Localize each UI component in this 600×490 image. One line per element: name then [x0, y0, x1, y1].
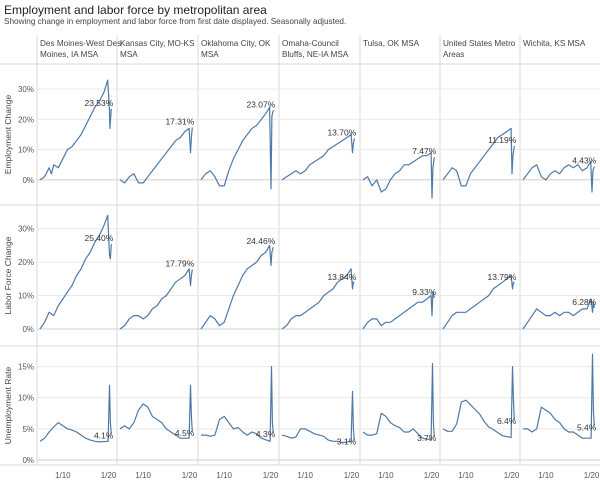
column-header: MSA — [201, 50, 219, 59]
end-value-label: 7.47% — [412, 146, 437, 156]
column-header: Des Moines-West Des — [40, 39, 121, 48]
series-line — [362, 362, 435, 441]
x-tick-label: 1/10 — [135, 471, 151, 480]
series-line — [201, 366, 274, 442]
column-header: Tulsa, OK MSA — [363, 39, 420, 48]
series-line — [119, 384, 193, 439]
y-tick-label: 10% — [18, 292, 34, 301]
y-tick-label: 0% — [22, 456, 34, 465]
y-tick-label: 10% — [18, 394, 34, 403]
end-value-label: 3.7% — [417, 433, 437, 443]
column-header: MSA — [120, 50, 138, 59]
end-value-label: 23.07% — [246, 99, 275, 109]
series-line — [281, 133, 355, 181]
series-line — [200, 244, 274, 330]
x-tick-label: 1/20 — [584, 471, 600, 480]
series-line — [362, 152, 435, 199]
end-value-label: 6.28% — [572, 297, 597, 307]
y-tick-label: 20% — [18, 258, 34, 267]
y-tick-label: 5% — [22, 425, 34, 434]
row-label: Unemployment Rate — [3, 366, 13, 444]
row-label: Employment Change — [3, 95, 13, 175]
x-tick-label: 1/10 — [297, 471, 313, 480]
series-line — [281, 390, 355, 444]
series-line — [522, 161, 595, 193]
series-line — [119, 127, 193, 184]
column-header: United States Metro — [443, 39, 516, 48]
end-value-label: 23.53% — [84, 98, 113, 108]
series-line — [39, 79, 112, 181]
column-header: Omaha-Council — [282, 39, 339, 48]
x-tick-label: 1/20 — [101, 471, 117, 480]
series-line — [442, 127, 515, 187]
series-line — [39, 384, 112, 443]
x-tick-label: 1/10 — [458, 471, 474, 480]
chart-subtitle: Showing change in employment and labor f… — [4, 17, 347, 26]
series-line — [522, 298, 595, 330]
series-line — [39, 214, 112, 330]
x-tick-label: 1/20 — [424, 471, 440, 480]
end-value-label: 4.1% — [94, 430, 114, 440]
end-value-label: 6.4% — [497, 416, 517, 426]
series-line — [442, 366, 515, 439]
end-value-label: 11.19% — [488, 135, 517, 145]
y-tick-label: 0% — [22, 325, 34, 334]
column-header: Bluffs, NE-IA MSA — [282, 50, 349, 59]
y-tick-label: 20% — [18, 115, 34, 124]
column-header: Oklahoma City, OK — [201, 39, 271, 48]
end-value-label: 13.84% — [327, 272, 356, 282]
series-line — [442, 274, 515, 330]
chart-title: Employment and labor force by metropolit… — [4, 3, 267, 17]
series-line — [281, 268, 355, 330]
end-value-label: 17.31% — [165, 117, 194, 127]
x-tick-label: 1/10 — [55, 471, 71, 480]
series-line — [119, 268, 193, 330]
end-value-label: 9.33% — [412, 287, 437, 297]
x-tick-label: 1/20 — [504, 471, 520, 480]
end-value-label: 13.70% — [327, 127, 356, 137]
x-tick-label: 1/20 — [182, 471, 198, 480]
row-label: Labor Force Change — [3, 236, 13, 314]
end-value-label: 13.79% — [487, 272, 516, 282]
end-value-label: 4.43% — [572, 156, 597, 166]
y-tick-label: 10% — [18, 146, 34, 155]
column-header: Moines, IA MSA — [40, 50, 99, 59]
x-tick-label: 1/20 — [344, 471, 360, 480]
x-tick-label: 1/10 — [538, 471, 554, 480]
end-value-label: 25.40% — [84, 233, 113, 243]
x-tick-label: 1/20 — [263, 471, 279, 480]
series-line — [200, 106, 274, 190]
y-tick-label: 15% — [18, 363, 34, 372]
x-tick-label: 1/10 — [378, 471, 394, 480]
end-value-label: 3.1% — [337, 437, 357, 447]
y-tick-label: 30% — [18, 225, 34, 234]
y-tick-label: 0% — [22, 176, 34, 185]
end-value-label: 17.79% — [165, 258, 194, 268]
x-tick-label: 1/10 — [216, 471, 232, 480]
column-header: Wichita, KS MSA — [523, 39, 586, 48]
series-line — [362, 291, 435, 330]
y-tick-label: 30% — [18, 85, 34, 94]
end-value-label: 24.46% — [246, 236, 275, 246]
column-header: Kansas City, MO-KS — [120, 39, 195, 48]
end-value-label: 4.3% — [256, 429, 276, 439]
series-line — [523, 353, 595, 439]
end-value-label: 4.5% — [175, 428, 195, 438]
column-header: Areas — [443, 50, 464, 59]
end-value-label: 5.4% — [577, 422, 597, 432]
